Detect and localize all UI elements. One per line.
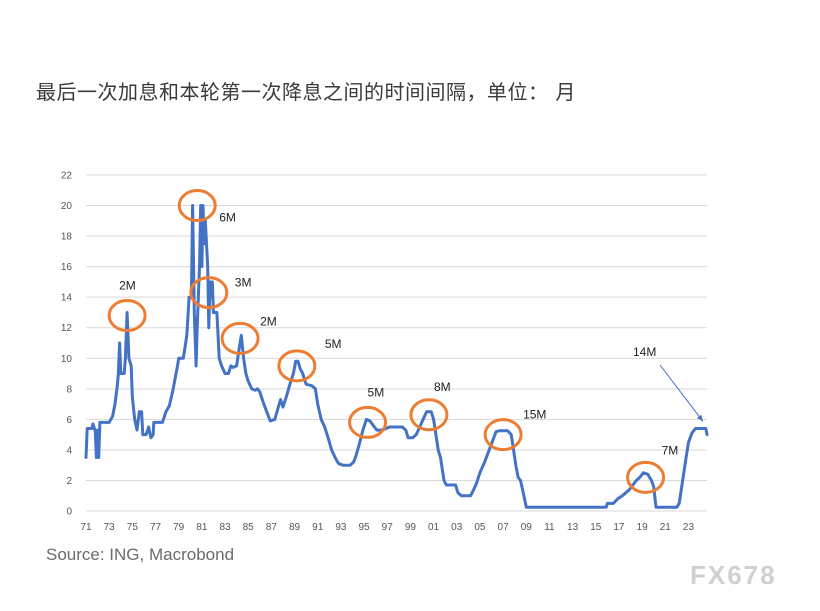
x-tick-label: 95: [358, 522, 370, 533]
x-tick-label: 19: [637, 522, 649, 533]
x-tick-label: 91: [312, 522, 324, 533]
annotation-label: 7M: [662, 443, 679, 457]
annotation-circle: [220, 321, 260, 355]
y-tick-label: 12: [61, 323, 73, 334]
x-tick-label: 09: [521, 522, 533, 533]
x-tick-label: 97: [382, 522, 394, 533]
x-tick-label: 07: [498, 522, 510, 533]
annotation-label: 15M: [523, 408, 546, 422]
annotation-circle: [348, 405, 388, 439]
x-tick-label: 79: [173, 522, 185, 533]
y-tick-label: 20: [61, 201, 73, 212]
annotation-circle: [483, 418, 523, 452]
x-tick-label: 85: [243, 522, 255, 533]
y-tick-label: 16: [61, 262, 73, 273]
x-tick-label: 03: [451, 522, 463, 533]
x-tick-label: 01: [428, 522, 440, 533]
x-tick-label: 11: [544, 522, 555, 533]
x-tick-label: 71: [80, 522, 92, 533]
y-tick-label: 6: [66, 415, 72, 426]
y-tick-label: 22: [61, 171, 73, 182]
y-tick-label: 0: [66, 507, 72, 518]
watermark-logo: FX678: [690, 560, 777, 590]
annotation-circle: [107, 299, 147, 333]
series-layer: [84, 204, 709, 509]
x-tick-label: 99: [405, 522, 417, 533]
annotation-label: 3M: [235, 276, 252, 290]
x-tick-label: 21: [660, 522, 672, 533]
annotation-circle: [409, 398, 449, 432]
annotation-label: 6M: [219, 211, 236, 225]
annotation-layer: 2M 6M 3M 2M 5M 5M 8M 15M 7M 14M: [107, 189, 704, 494]
series-line-0: [84, 204, 709, 509]
x-tick-label: 73: [104, 522, 116, 533]
annotation-label: 8M: [434, 380, 451, 394]
x-tick-label: 93: [335, 522, 347, 533]
annotation-circle: [189, 276, 229, 310]
annotation-arrow: [659, 364, 704, 422]
annotation-arrowhead: [696, 414, 703, 422]
x-tick-label: 23: [683, 522, 695, 533]
y-tick-label: 10: [61, 354, 73, 365]
x-tick-label: 17: [613, 522, 625, 533]
annotation-circle: [277, 349, 317, 383]
annotation-circle: [626, 460, 666, 494]
x-tick-label: 15: [590, 522, 602, 533]
x-tick-label: 05: [474, 522, 486, 533]
x-tick-label: 89: [289, 522, 301, 533]
y-tick-label: 8: [66, 384, 72, 395]
y-tick-label: 18: [61, 232, 73, 243]
x-tick-label: 77: [150, 522, 162, 533]
annotation-label: 2M: [119, 279, 136, 293]
y-tick-label: 2: [66, 476, 72, 487]
x-tick-label: 13: [567, 522, 579, 533]
x-tick-label: 75: [127, 522, 139, 533]
source-note: Source: ING, Macrobond: [46, 545, 235, 564]
x-tick-label: 81: [196, 522, 208, 533]
annotation-label: 5M: [325, 337, 342, 351]
x-tick-label: 83: [219, 522, 231, 533]
annotation-label: 5M: [368, 385, 385, 399]
annotation-label: 2M: [260, 314, 277, 328]
x-axis-ticks: 71 73 75 77 79 81 83 85 87 89 91 93 95 97 99 01 03 05 07 09…: [80, 522, 694, 533]
annotation-circle: [177, 189, 217, 223]
gridlines: [86, 174, 707, 512]
x-tick-label: 87: [266, 522, 278, 533]
y-tick-label: 14: [61, 293, 73, 304]
annotation-label-14m: 14M: [633, 345, 656, 359]
chart-title: 最后一次加息和本轮第一次降息之间的时间间隔，单位： 月: [36, 80, 576, 104]
y-axis-ticks: 0 2 4 6 8 10 12 14 16 18 20 22: [61, 171, 73, 518]
y-tick-label: 4: [66, 445, 72, 456]
